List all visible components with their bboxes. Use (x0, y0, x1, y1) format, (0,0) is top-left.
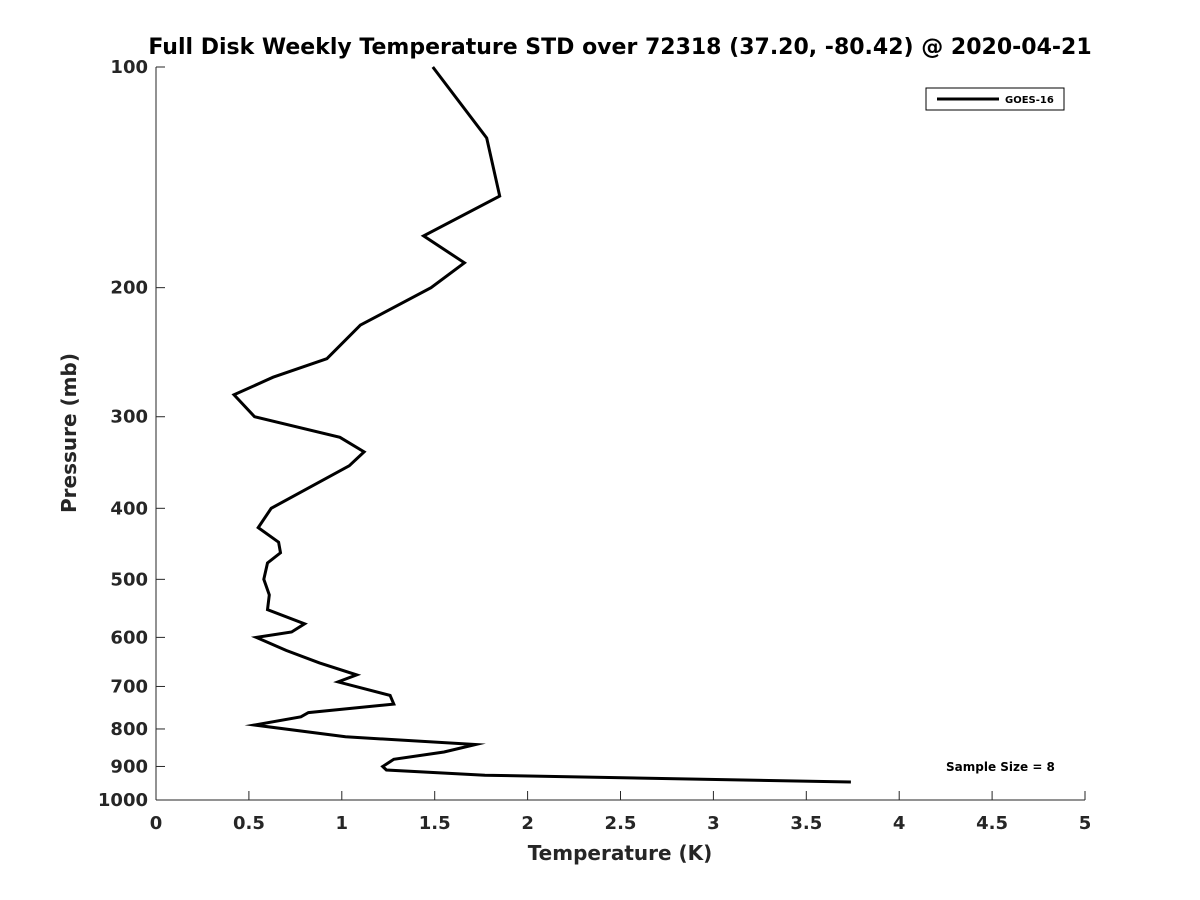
legend-label-goes-16: GOES-16 (1005, 95, 1054, 106)
y-tick-label: 600 (110, 627, 148, 648)
x-tick-label: 4 (893, 813, 906, 834)
x-tick-label: 1 (336, 813, 349, 834)
y-tick-label: 700 (110, 676, 148, 697)
y-tick-label: 900 (110, 756, 148, 777)
x-axis-label: Temperature (K) (528, 841, 713, 865)
legend: GOES-16 (925, 87, 1065, 111)
chart-title: Full Disk Weekly Temperature STD over 72… (148, 35, 1091, 60)
x-tick-label: 3 (707, 813, 720, 834)
series-line-goes-16 (231, 66, 851, 784)
plot-area: 0 0.5 1 1.5 2 2.5 3 3.5 4 4.5 5 100 200 300 400 500 600 7… (98, 57, 1091, 834)
y-tick-label: 1000 (98, 790, 148, 811)
sample-size-annotation: Sample Size = 8 (946, 760, 1055, 774)
y-tick-label: 100 (110, 57, 148, 78)
x-tick-label: 2.5 (605, 813, 637, 834)
x-tick-label: 1.5 (419, 813, 451, 834)
y-tick-label: 200 (110, 278, 148, 299)
x-tick-label: 3.5 (790, 813, 822, 834)
y-axis-label: Pressure (mb) (57, 353, 81, 513)
y-tick-label: 800 (110, 719, 148, 740)
y-tick-label: 500 (110, 569, 148, 590)
x-tick-label: 4.5 (976, 813, 1008, 834)
x-tick-label: 2 (521, 813, 534, 834)
x-tick-label: 0.5 (233, 813, 265, 834)
y-tick-label: 300 (110, 407, 148, 428)
x-tick-label: 5 (1079, 813, 1092, 834)
y-tick-label: 400 (110, 498, 148, 519)
x-tick-label: 0 (150, 813, 163, 834)
